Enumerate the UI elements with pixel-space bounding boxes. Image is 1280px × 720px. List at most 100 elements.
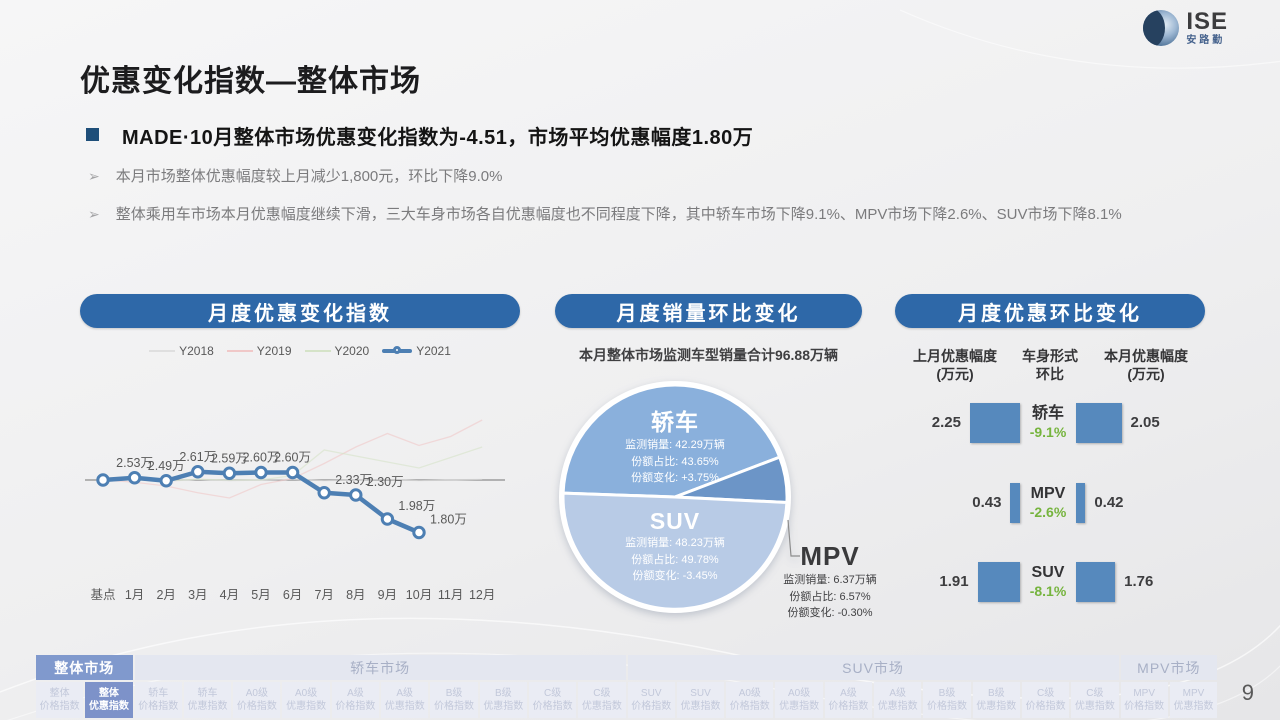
col-header-curr: 本月优惠幅度 (万元) xyxy=(1085,347,1207,383)
mom-change-percent: -8.1% xyxy=(1029,583,1067,599)
nav-tab[interactable]: MPV 优惠指数 xyxy=(1169,682,1218,718)
nav-tab-line1: C级 xyxy=(544,688,562,699)
nav-tab-line1: MPV xyxy=(1182,688,1205,699)
legend-item-y2018[interactable]: Y2018 xyxy=(149,344,214,358)
nav-tab[interactable]: 整体 价格指数 xyxy=(36,682,84,718)
arrow-bullet-icon: ➢ xyxy=(88,168,100,184)
nav-tab-line1: A0级 xyxy=(245,688,268,699)
svg-text:4月: 4月 xyxy=(220,588,239,602)
nav-tab[interactable]: B级 优惠指数 xyxy=(972,682,1020,718)
label-prefix: 监测销量: xyxy=(783,574,831,586)
nav-tab-line2: 优惠指数 xyxy=(483,701,524,712)
col-header-curr-line1: 本月优惠幅度 xyxy=(1104,348,1188,364)
nav-tab-line2: 价格指数 xyxy=(828,701,869,712)
nav-tab[interactable]: 轿车 优惠指数 xyxy=(183,682,232,718)
nav-tab-line1: A级 xyxy=(889,688,907,699)
page-title: 优惠变化指数—整体市场 xyxy=(80,65,421,98)
legend-item-y2019[interactable]: Y2019 xyxy=(226,344,292,358)
pie-label-mpv: MPV 监测销量: 6.37万辆 份额占比: 6.57% 份额变化: -0.30… xyxy=(760,541,900,622)
body-type-name: 轿车 xyxy=(1031,405,1064,422)
nav-tab[interactable]: A级 价格指数 xyxy=(331,682,380,718)
pie-label-sedan: 轿车 监测销量: 42.29万辆 份额占比: 43.65% 份额变化: +3.7… xyxy=(585,403,765,487)
mpv-share: 6.57% xyxy=(839,590,871,603)
nav-tab[interactable]: B级价格指数 xyxy=(923,682,971,718)
label-prefix: 份额变化: xyxy=(632,570,680,582)
mom-change-percent: -9.1% xyxy=(1029,424,1067,440)
bullet-2-text: 整体乘用车市场本月优惠幅度继续下滑，三大车身市场各自优惠幅度也不同程度下降，其中… xyxy=(115,206,1122,223)
body-type-name: SUV xyxy=(1031,564,1065,581)
nav-tab[interactable]: MPV 价格指数 xyxy=(1120,682,1168,718)
mom-column-headers: 上月优惠幅度 (万元) 车身形式 环比 本月优惠幅度 (万元) xyxy=(895,347,1207,387)
mom-change-percent: -2.6% xyxy=(1029,504,1067,520)
logo-name: ISE xyxy=(1186,8,1228,35)
curr-value: 0.42 xyxy=(1094,494,1124,511)
svg-text:2.33万: 2.33万 xyxy=(335,473,372,487)
svg-text:8月: 8月 xyxy=(346,588,365,602)
nav-tab[interactable]: A0级价格指数 xyxy=(233,682,281,718)
bullet-1-text: 本月市场整体优惠幅度较上月减少1,800元，环比下降9.0% xyxy=(115,168,503,185)
nav-tab-line1: C级 xyxy=(1036,688,1055,699)
nav-tab[interactable]: C级 价格指数 xyxy=(1021,682,1070,718)
pie-label-suv: SUV 监测销量: 48.23万辆 份额占比: 49.78% 份额变化: -3.… xyxy=(585,508,765,585)
suv-change: -3.45% xyxy=(682,570,718,582)
nav-tab[interactable]: C级价格指数 xyxy=(528,682,577,718)
suv-share: 49.78% xyxy=(681,553,719,566)
bullet-1: ➢ 本月市场整体优惠幅度较上月减少1,800元，环比下降9.0% xyxy=(88,165,1148,188)
nav-tab-line1: C级 xyxy=(1086,688,1104,699)
nav-tab[interactable]: 整体 优惠指数 xyxy=(85,682,133,718)
key-point-text: MADE·10月整体市场优惠变化指数为-4.51，市场平均优惠幅度1.80万 xyxy=(122,127,754,149)
nav-tab[interactable]: SUV 价格指数 xyxy=(627,682,675,718)
nav-tab[interactable]: SUV 优惠指数 xyxy=(676,682,725,718)
nav-tab[interactable]: 轿车 价格指数 xyxy=(134,682,182,718)
nav-tab-line1: 整体 xyxy=(98,688,119,699)
body-type-label: MPV -2.6% xyxy=(1020,484,1076,522)
sedan-change: +3.75% xyxy=(681,472,719,484)
svg-text:9月: 9月 xyxy=(378,588,397,602)
col-header-prev-line2: (万元) xyxy=(936,366,974,383)
nav-tab[interactable]: C级 优惠指数 xyxy=(1071,682,1119,718)
legend-item-y2020[interactable]: Y2020 xyxy=(304,344,369,358)
bottom-nav: 整体市场 整体 价格指数 整体 优惠指数 轿车市场 轿车 价格指数 轿车 优惠指数 A0级 价格指数 A… xyxy=(36,655,1218,718)
nav-tab[interactable]: A级 优惠指数 xyxy=(874,682,922,718)
nav-tab-line2: 价格指数 xyxy=(1124,701,1165,712)
label-prefix: 份额占比: xyxy=(631,553,679,566)
nav-tab[interactable]: A0级 优惠指数 xyxy=(282,682,330,718)
nav-tab[interactable]: A0级 优惠指数 xyxy=(775,682,823,718)
nav-tab-line1: B级 xyxy=(938,688,956,699)
nav-tab[interactable]: C级 优惠指数 xyxy=(578,682,626,718)
svg-text:2月: 2月 xyxy=(156,588,175,602)
nav-cells: SUV 价格指数 SUV 优惠指数 A0级 价格指数 A0级 优惠指数 A级 价格指数 A级 优惠指数… xyxy=(627,682,1119,718)
legend-swatch xyxy=(149,350,176,352)
nav-group-header-0[interactable]: 整体市场 xyxy=(36,655,133,680)
nav-tab-line2: 优惠指数 xyxy=(286,701,327,712)
nav-group-header-2[interactable]: SUV市场 xyxy=(627,655,1119,680)
legend-swatch xyxy=(382,346,413,354)
nav-tab[interactable]: A级 价格指数 xyxy=(824,682,873,718)
nav-tab-line1: A级 xyxy=(396,688,414,699)
nav-tab[interactable]: A0级 价格指数 xyxy=(726,682,774,718)
nav-tab-line1: SUV xyxy=(640,688,662,699)
discount-index-line-chart: 2.53万2.49万2.61万2.59万2.60万2.60万2.33万2.30万… xyxy=(85,419,505,602)
nav-tab-line2: 优惠指数 xyxy=(779,701,820,712)
curr-bar xyxy=(1076,562,1116,602)
nav-cells: 轿车 价格指数 轿车 优惠指数 A0级 价格指数 A0级 优惠指数 A级 价格指数 A级 优惠指数 B级… xyxy=(134,682,626,718)
nav-tab[interactable]: A级 优惠指数 xyxy=(381,682,429,718)
curr-value: 1.76 xyxy=(1124,573,1154,590)
svg-text:11月: 11月 xyxy=(438,588,463,602)
prev-bar xyxy=(1010,483,1020,523)
svg-text:2.30万: 2.30万 xyxy=(367,475,404,489)
mpv-change: -0.30% xyxy=(837,607,873,619)
svg-text:2.53万: 2.53万 xyxy=(116,456,153,470)
nav-group-header-3[interactable]: MPV市场 xyxy=(1120,655,1218,680)
nav-tab-line1: SUV xyxy=(690,688,711,699)
nav-group-header-1[interactable]: 轿车市场 xyxy=(134,655,626,680)
svg-text:5月: 5月 xyxy=(251,588,270,602)
nav-tab[interactable]: B级 价格指数 xyxy=(430,682,478,718)
square-bullet-icon xyxy=(86,128,99,141)
nav-tab-line2: 价格指数 xyxy=(926,701,967,712)
nav-tab-line2: 价格指数 xyxy=(532,701,573,712)
legend-item-y2021[interactable]: Y2021 xyxy=(382,344,451,358)
nav-tab-line2: 价格指数 xyxy=(236,701,277,712)
nav-tab[interactable]: B级 优惠指数 xyxy=(479,682,527,718)
